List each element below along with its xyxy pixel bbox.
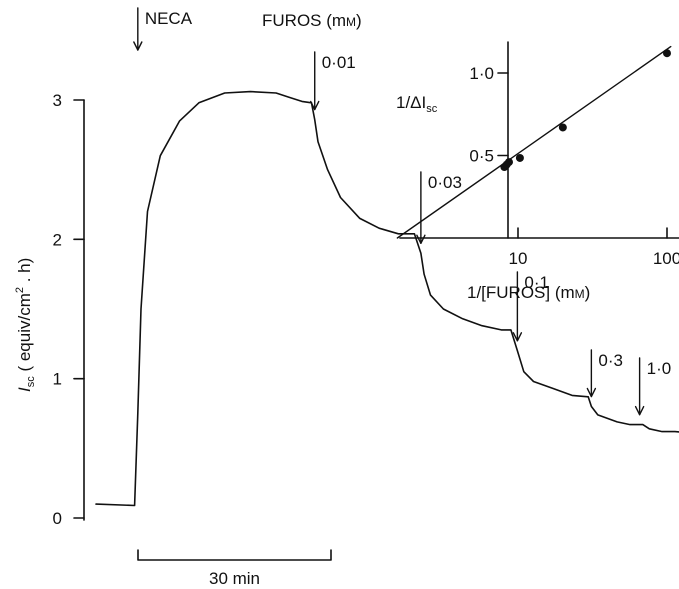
y-tick-label: 0 [53,509,62,528]
annotation-arrow: 0·01 [310,51,356,111]
inset-data-point [663,49,671,58]
inset-y-label: 1/ΔIsc [396,93,438,115]
inset-y-tick-label: 1·0 [469,64,494,83]
time-scale-bar: 30 min [137,549,332,588]
inset-points [500,49,671,172]
inset-x-tick-label: 100 [653,249,679,268]
annotation-arrow: 0·3 [586,349,623,398]
annotation-header: FUROS (mM) [262,11,362,30]
annotation-label: 0·03 [428,173,462,192]
inset-x-label: 1/[FUROS] (mM) [467,283,590,302]
y-tick-label: 2 [53,230,62,249]
annotation-label: 0·3 [598,351,623,370]
y-ticks: 0 1 2 3 [53,91,85,528]
y-tick-label: 3 [53,91,62,110]
annotation-arrow: 0·1 [512,271,549,342]
y-tick-label: 1 [53,370,62,389]
inset-data-point [558,123,567,132]
annotation-arrow: 0·03 [416,171,462,244]
annotation-arrow: 1·0 [634,357,672,416]
drug-annotations: NECA 0·01 0·03 0·1 0·3 1·0 [133,7,672,416]
inset-y-tick-label: 0·5 [469,147,494,166]
inset-ticks: 0·5 1·0 10 100 [469,64,679,268]
inset-chart: 0·5 1·0 10 100 1/ΔIsc 1/[FUROS] (mM) [396,41,679,302]
annotation-label: 0·1 [524,273,549,292]
fit-line [396,45,672,239]
isc-trace [95,90,679,507]
annotation-label: 1·0 [647,359,672,378]
scale-bar-line [137,549,332,561]
inset-data-point [504,158,513,167]
inset-data-point [515,153,524,162]
inset-x-tick-label: 10 [509,249,528,268]
annotation-label: NECA [145,9,193,28]
annotation-arrow: NECA [133,7,193,51]
y-axis-label: Isc ( equiv/cm2 . h) [14,258,37,392]
scale-bar-label: 30 min [209,569,260,588]
annotation-label: 0·01 [322,53,356,72]
